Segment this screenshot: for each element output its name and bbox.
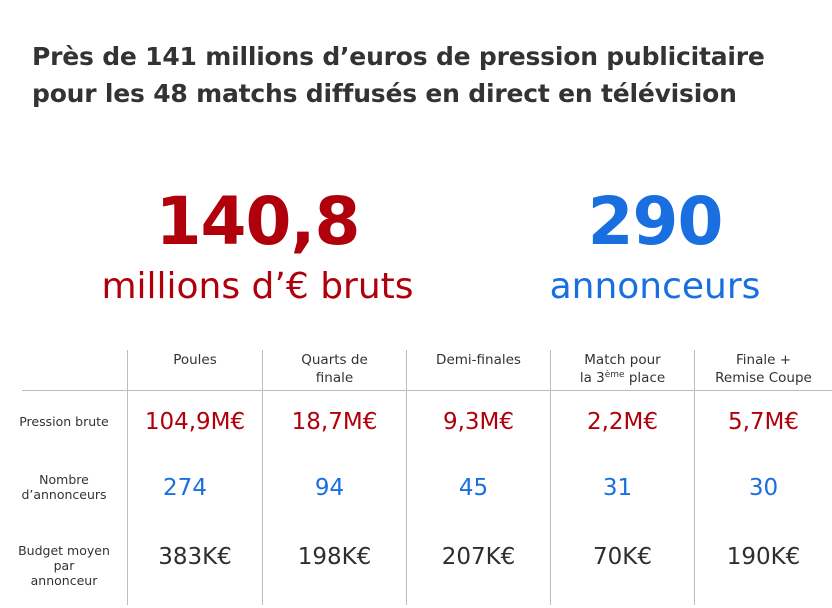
column-header-line: la 3ème place xyxy=(551,369,694,387)
table-cell-budget-poules: 383K€ xyxy=(158,544,232,570)
row-label-line: par xyxy=(53,558,75,573)
kpi-annonceurs: 290 annonceurs xyxy=(535,187,775,309)
kpi-annonceurs-label: annonceurs xyxy=(549,266,761,307)
row-label-line: Pression brute xyxy=(19,414,109,429)
kpi-pression: 140,8 millions d’€ bruts xyxy=(80,187,435,309)
row-label-line: d’annonceurs xyxy=(21,487,107,502)
column-header-part: place xyxy=(624,370,666,386)
column-header-finale: Finale + Remise Coupe xyxy=(695,351,832,387)
row-label-line: Budget moyen xyxy=(18,543,110,558)
table-cell-annonceurs-demi: 45 xyxy=(458,475,489,501)
row-label-pression: Pression brute xyxy=(6,414,122,429)
title-line-1: Près de 141 millions d’euros de pression… xyxy=(32,42,765,71)
column-header-line: Finale + xyxy=(735,352,792,368)
kpi-pression-value: 140,8 xyxy=(155,183,361,260)
column-header-quarts: Quarts de finale xyxy=(263,351,406,387)
column-header-part: la 3 xyxy=(579,370,605,386)
table-cell-budget-3eme: 70K€ xyxy=(593,544,652,570)
table-cell-budget-quarts: 198K€ xyxy=(297,544,372,570)
title-line-2: pour les 48 matchs diffusés en direct en… xyxy=(32,79,737,108)
row-label-budget: Budget moyen par annonceur xyxy=(6,543,122,588)
column-header-demi: Demi-finales xyxy=(407,351,550,369)
column-header-line: Demi-finales xyxy=(436,352,521,368)
column-header-line: Match pour xyxy=(584,352,661,368)
table-cell-annonceurs-finale: 30 xyxy=(748,475,779,501)
table-cell-pression-finale: 5,7M€ xyxy=(727,409,800,435)
column-header-3eme: Match pour la 3ème place xyxy=(551,351,694,387)
table-cell-pression-quarts: 18,7M€ xyxy=(291,409,378,435)
table-cell-pression-3eme: 2,2M€ xyxy=(586,409,659,435)
table-cell-budget-demi: 207K€ xyxy=(441,544,516,570)
table-cell-pression-demi: 9,3M€ xyxy=(442,409,515,435)
column-header-line: Poules xyxy=(173,352,217,368)
kpi-pression-label: millions d’€ bruts xyxy=(101,266,414,307)
table-cell-annonceurs-3eme: 31 xyxy=(602,475,633,501)
column-header-line: Quarts de xyxy=(301,352,368,368)
row-label-nombre: Nombre d’annonceurs xyxy=(6,472,122,502)
kpi-annonceurs-value: 290 xyxy=(587,183,724,260)
column-header-poules: Poules xyxy=(128,351,262,369)
column-header-line: Remise Coupe xyxy=(715,370,812,386)
page-title: Près de 141 millions d’euros de pression… xyxy=(32,38,822,112)
column-header-superscript: ème xyxy=(604,370,625,380)
table-cell-budget-finale: 190K€ xyxy=(726,544,801,570)
table-cell-annonceurs-poules: 274 xyxy=(163,475,207,501)
table-cell-pression-poules: 104,9M€ xyxy=(144,409,246,435)
row-label-line: annonceur xyxy=(30,573,98,588)
table-header-divider xyxy=(22,390,832,391)
table-cell-annonceurs-quarts: 94 xyxy=(314,475,345,501)
row-label-line: Nombre xyxy=(39,472,89,487)
column-header-line: finale xyxy=(315,370,354,386)
